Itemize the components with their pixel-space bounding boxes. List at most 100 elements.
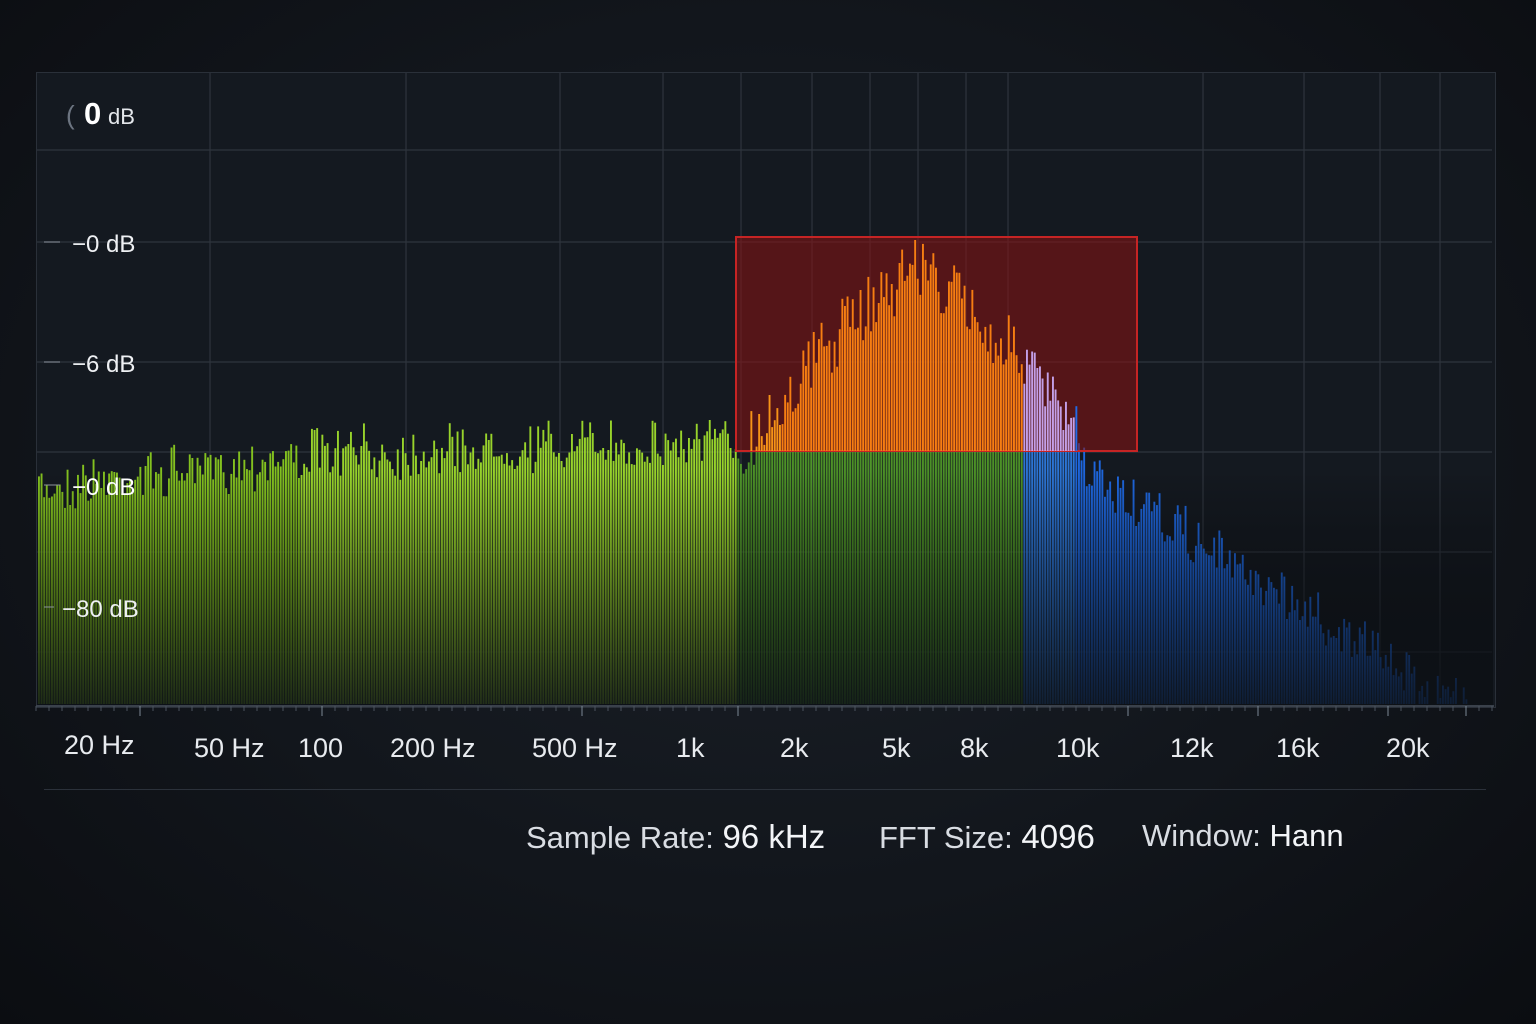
spectrum-bar-peak (992, 363, 995, 451)
spectrum-bar-peak (815, 362, 818, 451)
db-label-0-value: 0 (84, 96, 101, 131)
spectrum-bar-peak (768, 395, 771, 451)
spectrum-bar-peak (792, 411, 794, 451)
spectrum-bar-peak (896, 289, 898, 451)
spectrum-bar-peak (976, 322, 979, 451)
spectrum-bar-peak (937, 291, 940, 451)
spectrum-fade (37, 470, 1493, 705)
spectrum-bar-peak (916, 278, 919, 451)
spectrum-bar-peak (989, 324, 992, 451)
freq-label: 12k (1170, 733, 1214, 763)
spectrum-bar-peak (1062, 430, 1065, 451)
spectrum-bar-peak (903, 280, 906, 451)
spectrum-bar-peak (914, 240, 917, 451)
divider (44, 789, 1486, 790)
spectrum-bar-peak (1013, 326, 1015, 451)
spectrum-bar-peak (997, 355, 1000, 451)
fft-size-info: FFT Size: 4096 (879, 818, 1095, 856)
spectrum-bar-peak (922, 243, 924, 451)
spectrum-bar-peak (1028, 364, 1031, 451)
spectrum-bar-peak (883, 297, 885, 451)
freq-label: 500 Hz (532, 733, 618, 763)
sample-rate-value: 96 kHz (722, 818, 826, 855)
spectrum-bar-peak (1072, 417, 1075, 451)
spectrum-bar-peak (875, 322, 878, 451)
spectrum-bar-peak (1075, 406, 1078, 451)
spectrum-bar-peak (929, 264, 932, 451)
spectrum-bar-peak (779, 425, 781, 451)
spectrum-bar-peak (1065, 401, 1067, 451)
spectrum-bar-peak (1044, 406, 1047, 451)
spectrum-bar-peak (893, 316, 896, 451)
spectrum-bar-peak (1036, 368, 1039, 451)
spectrum-bar-peak (1026, 349, 1028, 451)
spectrum-bar-peak (1041, 378, 1044, 451)
spectrum-bar-peak (1046, 372, 1049, 451)
spectrum-bar-peak (932, 253, 935, 451)
spectrum-bar-peak (924, 259, 927, 451)
spectrum-bar-peak (1010, 352, 1013, 451)
spectrum-bar-peak (784, 394, 787, 451)
db-label-0-prefix: ( (66, 100, 75, 130)
spectrum-bar-peak (1031, 351, 1034, 451)
spectrum-bar-peak (857, 327, 859, 451)
spectrum-bar-peak (862, 340, 865, 451)
spectrum-bar-peak (994, 342, 997, 451)
spectrum-bar-peak (1052, 376, 1054, 451)
spectrum-bar-peak (979, 331, 982, 451)
spectrum-bar-peak (841, 298, 844, 451)
spectrum-bar-peak (942, 313, 945, 451)
sample-rate-label: Sample Rate: (526, 820, 714, 855)
spectrum-bar-peak (838, 329, 841, 451)
spectrum-bar-peak (831, 372, 833, 451)
spectrum-bar-peak (906, 275, 909, 451)
spectrum-bar-peak (901, 249, 904, 451)
spectrum-bar-peak (880, 272, 883, 451)
fft-size-label: FFT Size: (879, 820, 1013, 855)
spectrum-bar-peak (773, 420, 776, 451)
spectrum-bar-peak (807, 341, 810, 451)
spectrum-bar-peak (828, 340, 831, 451)
spectrum-bar-peak (953, 265, 956, 451)
spectrum-bar-peak (849, 326, 852, 451)
spectrum-bar-peak (844, 306, 846, 451)
sample-rate-info: Sample Rate: 96 kHz (526, 818, 825, 856)
window-info: Window: Hann (1142, 818, 1344, 854)
spectrum-bar-peak (940, 313, 943, 451)
db-label-2: −6 dB (72, 351, 135, 378)
spectrum-bar-peak (1054, 389, 1057, 451)
spectrum-bar-peak (911, 264, 914, 451)
spectrum-bar-peak (927, 280, 930, 451)
spectrum-bar-peak (935, 267, 937, 451)
window-label: Window: (1142, 818, 1261, 853)
spectrum-bar-peak (898, 263, 901, 451)
spectrum-bar-peak (789, 376, 792, 451)
db-label-3: −0 dB (72, 474, 135, 501)
spectrum-bar-peak (846, 296, 849, 451)
spectrum-bar-peak (870, 331, 872, 451)
spectrum-bar-peak (971, 289, 974, 451)
spectrum-bar-peak (981, 342, 984, 451)
spectrum-bar-peak (984, 326, 987, 451)
spectrum-bar-peak (776, 408, 779, 451)
spectrum-bar-peak (1033, 352, 1036, 451)
spectrum-bar-peak (810, 387, 813, 451)
freq-label: 1k (676, 733, 705, 763)
spectrum-bar-peak (760, 436, 763, 451)
spectrum-bar-peak (836, 366, 839, 451)
spectrum-bar-peak (888, 305, 891, 451)
spectrum-bar-peak (1070, 417, 1073, 451)
spectrum-bar-peak (1002, 364, 1005, 451)
spectrum-bar-peak (1018, 372, 1021, 451)
spectrum-bar-peak (1007, 315, 1010, 451)
spectrum-bar-peak (950, 281, 953, 451)
spectrum-bar-peak (867, 276, 870, 451)
spectrum-bar-peak (1059, 406, 1062, 451)
spectrum-bar-peak (1000, 338, 1002, 451)
spectrum-bar-peak (763, 444, 766, 451)
spectrum-bar-peak (859, 290, 862, 451)
spectrum-bars-highlighted (750, 240, 1078, 451)
spectrum-bar-peak (781, 424, 784, 451)
spectrum-bar-peak (1005, 359, 1008, 451)
